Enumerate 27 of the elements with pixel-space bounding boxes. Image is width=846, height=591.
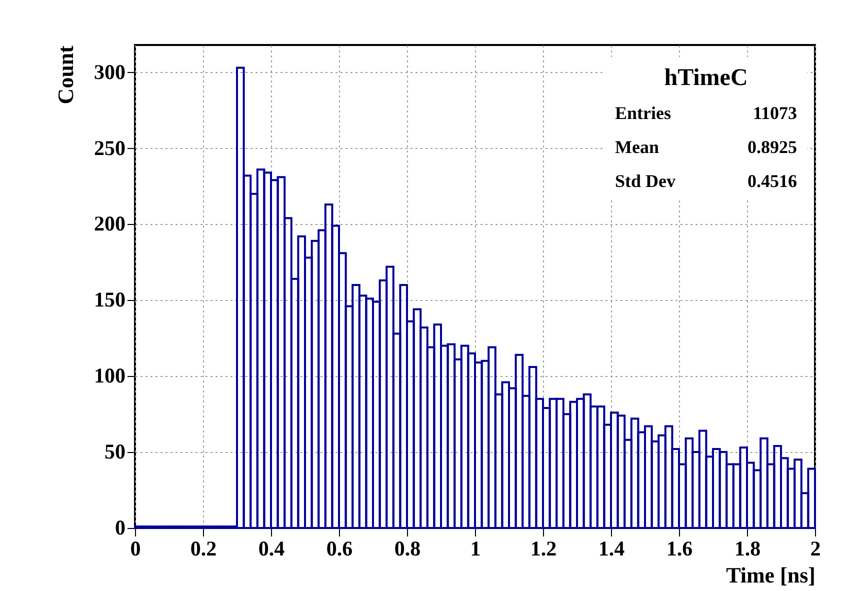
- y-tick-label: 300: [94, 60, 126, 84]
- x-tick-label: 0.2: [190, 536, 217, 560]
- annotation: Mean: [615, 137, 659, 157]
- y-tick-label: 150: [94, 288, 126, 312]
- annotation: 0.4516: [748, 171, 797, 191]
- x-tick-label: 0.4: [258, 536, 286, 560]
- x-tick-label: 0.6: [326, 536, 353, 560]
- x-tick-label: 1.8: [734, 536, 761, 560]
- x-tick-label: 0: [130, 536, 141, 560]
- annotation: 0.8925: [748, 137, 797, 157]
- x-tick-label: 2: [810, 536, 821, 560]
- annotation: hTimeC: [664, 65, 748, 91]
- x-tick-label: 1: [470, 536, 481, 560]
- y-tick-label: 200: [94, 212, 126, 236]
- annotation: 11073: [752, 103, 797, 123]
- x-tick-label: 1.2: [530, 536, 557, 560]
- y-tick-label: 0: [115, 516, 126, 540]
- annotation: Entries: [615, 103, 671, 123]
- y-axis-title: Count: [53, 44, 78, 104]
- y-tick-label: 50: [104, 440, 126, 464]
- x-tick-label: 1.4: [598, 536, 626, 560]
- annotation: Std Dev: [615, 171, 676, 191]
- x-tick-label: 1.6: [666, 536, 693, 560]
- y-tick-label: 250: [94, 136, 126, 160]
- y-tick-label: 100: [94, 364, 126, 388]
- x-axis-title: Time [ns]: [726, 562, 816, 588]
- x-tick-label: 0.8: [394, 536, 421, 560]
